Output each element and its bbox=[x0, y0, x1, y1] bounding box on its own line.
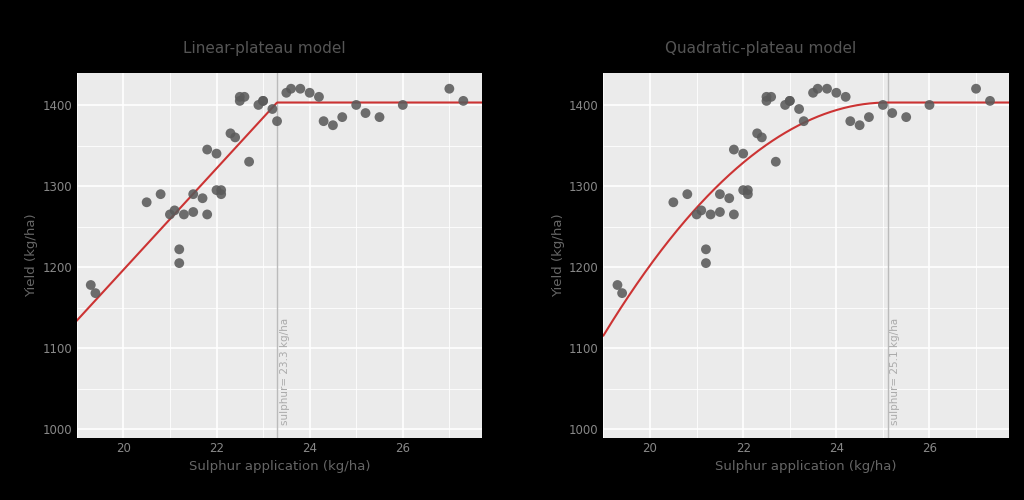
Point bbox=[195, 194, 211, 202]
Point bbox=[735, 186, 752, 194]
Point bbox=[171, 246, 187, 254]
Text: Quadratic-plateau model: Quadratic-plateau model bbox=[666, 40, 856, 56]
Point bbox=[255, 97, 271, 105]
Point bbox=[185, 190, 202, 198]
Point bbox=[185, 208, 202, 216]
Point bbox=[241, 158, 257, 166]
Point bbox=[754, 134, 770, 141]
Point bbox=[237, 93, 253, 101]
Point bbox=[697, 246, 714, 254]
Point bbox=[231, 93, 248, 101]
Point bbox=[231, 97, 248, 105]
Point bbox=[759, 97, 775, 105]
Point bbox=[264, 105, 281, 113]
Point bbox=[208, 150, 224, 158]
Point bbox=[781, 97, 798, 105]
Y-axis label: Yield (kg/ha): Yield (kg/ha) bbox=[25, 213, 38, 297]
Point bbox=[796, 117, 812, 125]
Point bbox=[292, 84, 308, 92]
Point bbox=[334, 113, 350, 121]
Point bbox=[688, 210, 705, 218]
Point bbox=[777, 101, 794, 109]
Point bbox=[922, 101, 938, 109]
Point bbox=[791, 105, 807, 113]
Point bbox=[372, 113, 388, 121]
Point bbox=[828, 89, 845, 97]
Point bbox=[199, 210, 215, 218]
Point bbox=[702, 210, 719, 218]
Point bbox=[851, 121, 867, 129]
Point bbox=[810, 84, 826, 92]
Point bbox=[87, 289, 103, 297]
Point bbox=[712, 190, 728, 198]
Point bbox=[83, 281, 99, 289]
Point bbox=[614, 289, 631, 297]
Point bbox=[609, 281, 626, 289]
Text: sulphur= 23.3 kg/ha: sulphur= 23.3 kg/ha bbox=[280, 318, 290, 426]
Point bbox=[721, 194, 737, 202]
Point bbox=[697, 259, 714, 267]
Point bbox=[693, 206, 710, 214]
Y-axis label: Yield (kg/ha): Yield (kg/ha) bbox=[552, 213, 564, 297]
Point bbox=[666, 198, 682, 206]
Point bbox=[171, 259, 187, 267]
Point bbox=[222, 130, 239, 138]
Point bbox=[153, 190, 169, 198]
Point bbox=[162, 210, 178, 218]
Point bbox=[310, 93, 327, 101]
Text: Linear-plateau model: Linear-plateau model bbox=[183, 40, 345, 56]
Point bbox=[679, 190, 695, 198]
Point bbox=[315, 117, 332, 125]
Point bbox=[199, 146, 215, 154]
Point bbox=[301, 89, 317, 97]
Point bbox=[842, 117, 858, 125]
Point bbox=[255, 97, 271, 105]
Point bbox=[394, 101, 411, 109]
Point bbox=[763, 93, 779, 101]
Point bbox=[739, 190, 756, 198]
X-axis label: Sulphur application (kg/ha): Sulphur application (kg/ha) bbox=[188, 460, 370, 472]
Point bbox=[968, 84, 984, 92]
Point bbox=[874, 101, 891, 109]
Point bbox=[138, 198, 155, 206]
Point bbox=[279, 89, 295, 97]
Point bbox=[712, 208, 728, 216]
Point bbox=[213, 190, 229, 198]
Point bbox=[759, 93, 775, 101]
Point bbox=[441, 84, 458, 92]
Point bbox=[838, 93, 854, 101]
Point bbox=[735, 150, 752, 158]
Point bbox=[357, 109, 374, 117]
Point bbox=[325, 121, 341, 129]
Point bbox=[726, 210, 742, 218]
Point bbox=[167, 206, 183, 214]
Point bbox=[749, 130, 765, 138]
Point bbox=[805, 89, 821, 97]
Text: sulphur= 25.1 kg/ha: sulphur= 25.1 kg/ha bbox=[890, 318, 900, 426]
Point bbox=[884, 109, 900, 117]
Point bbox=[348, 101, 365, 109]
Point bbox=[861, 113, 878, 121]
Point bbox=[269, 117, 286, 125]
Point bbox=[176, 210, 193, 218]
X-axis label: Sulphur application (kg/ha): Sulphur application (kg/ha) bbox=[716, 460, 897, 472]
Point bbox=[213, 186, 229, 194]
Point bbox=[898, 113, 914, 121]
Point bbox=[455, 97, 471, 105]
Point bbox=[208, 186, 224, 194]
Point bbox=[781, 97, 798, 105]
Point bbox=[982, 97, 998, 105]
Point bbox=[819, 84, 836, 92]
Point bbox=[227, 134, 244, 141]
Point bbox=[283, 84, 299, 92]
Point bbox=[726, 146, 742, 154]
Point bbox=[250, 101, 266, 109]
Point bbox=[739, 186, 756, 194]
Point bbox=[768, 158, 784, 166]
